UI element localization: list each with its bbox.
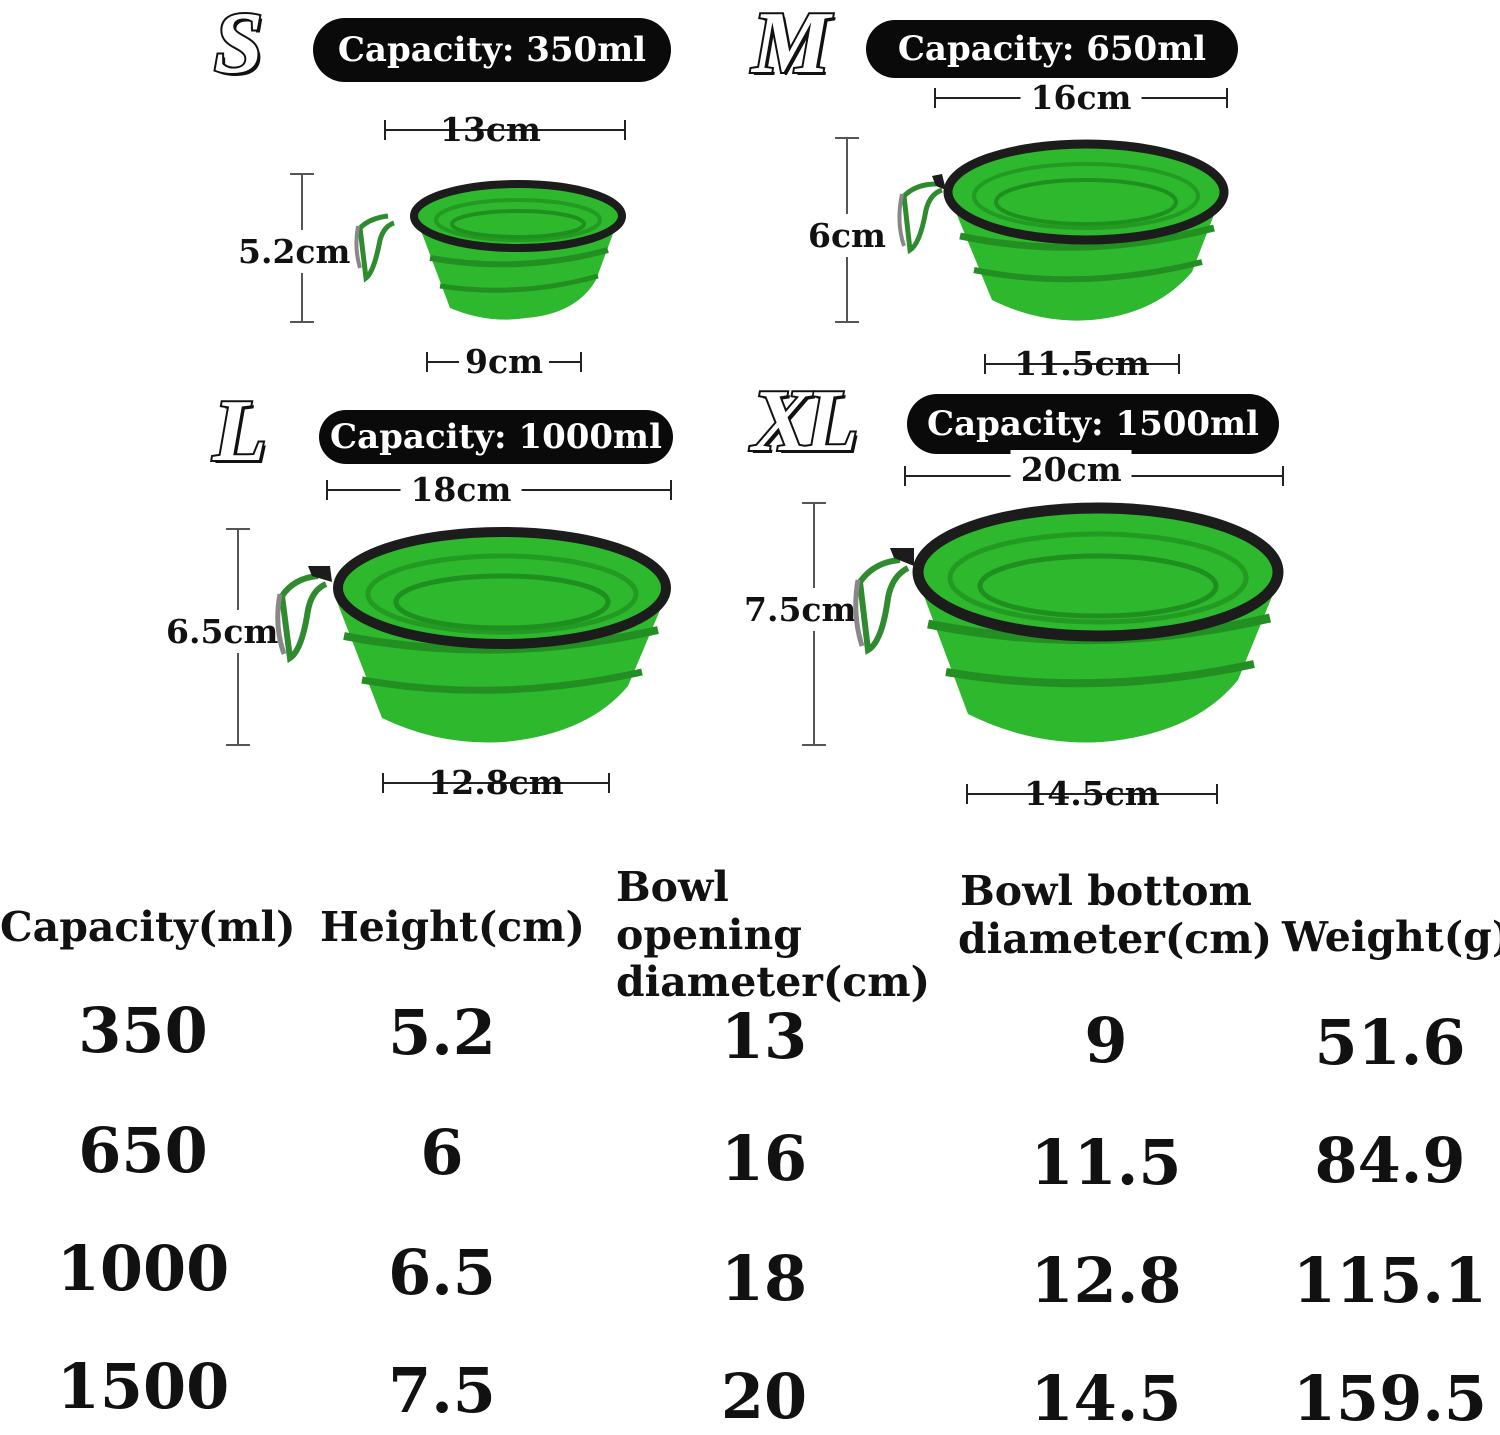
- bottom-label-s: 9cm: [459, 342, 549, 381]
- cell-height: 6: [420, 1116, 464, 1189]
- bowl-image-xl: [853, 502, 1284, 743]
- cell-opening: 13: [720, 1000, 808, 1073]
- height-label-l: 6.5cm: [166, 610, 279, 653]
- size-letter-xl: XL: [750, 373, 860, 470]
- bottom-label-xl: 14.5cm: [1024, 774, 1160, 813]
- bottom-dimension-l: 12.8cm: [382, 763, 610, 802]
- bottom-dimension-xl: 14.5cm: [966, 774, 1218, 813]
- opening-dimension-xl: 20cm: [904, 450, 1284, 489]
- cell-bottom: 12.8: [1030, 1244, 1182, 1317]
- capacity-badge-s: Capacity: 350ml: [313, 18, 671, 82]
- opening-dimension-m: 16cm: [934, 78, 1228, 117]
- bottom-dimension-m: 11.5cm: [984, 344, 1180, 383]
- capacity-badge-m: Capacity: 650ml: [866, 20, 1238, 78]
- bowl-image-s: [354, 180, 626, 320]
- height-label-xl: 7.5cm: [744, 588, 857, 631]
- bottom-label-l: 12.8cm: [428, 763, 564, 802]
- cell-height: 5.2: [388, 996, 496, 1069]
- header-height: Height(cm): [320, 903, 585, 951]
- cell-bottom: 14.5: [1030, 1362, 1182, 1435]
- header-bottom-diameter: Bowl bottom diameter(cm): [958, 867, 1273, 963]
- opening-dimension-l: 18cm: [326, 470, 672, 509]
- cell-opening: 20: [720, 1360, 808, 1433]
- size-letter-s: S: [212, 0, 265, 92]
- opening-dimension-s: 13cm: [384, 110, 626, 149]
- bowl-image-l: [275, 527, 671, 743]
- opening-label-xl: 20cm: [1010, 450, 1132, 489]
- cell-weight: 159.5: [1292, 1362, 1488, 1435]
- cell-capacity: 350: [78, 994, 208, 1067]
- cell-opening: 16: [720, 1122, 808, 1195]
- size-letter-m: M: [750, 0, 832, 92]
- bowl-image-m: [897, 139, 1229, 321]
- cell-weight: 84.9: [1314, 1124, 1466, 1197]
- cell-capacity: 650: [78, 1114, 208, 1187]
- cell-capacity: 1500: [56, 1350, 230, 1423]
- opening-label-m: 16cm: [1020, 78, 1142, 117]
- capacity-badge-xl: Capacity: 1500ml: [907, 394, 1279, 454]
- cell-bottom: 9: [1084, 1004, 1128, 1077]
- cell-height: 6.5: [388, 1236, 496, 1309]
- height-label-m: 6cm: [808, 214, 886, 257]
- cell-bottom: 11.5: [1030, 1126, 1182, 1199]
- cell-capacity: 1000: [56, 1232, 230, 1305]
- bottom-dimension-s: 9cm: [426, 342, 582, 381]
- size-letter-l: L: [211, 383, 269, 480]
- cell-height: 7.5: [388, 1354, 496, 1427]
- cell-weight: 115.1: [1292, 1244, 1488, 1317]
- opening-label-s: 13cm: [440, 110, 541, 149]
- capacity-badge-l: Capacity: 1000ml: [319, 410, 673, 464]
- cell-weight: 51.6: [1314, 1006, 1466, 1079]
- cell-opening: 18: [720, 1242, 808, 1315]
- header-capacity: Capacity(ml): [0, 903, 296, 951]
- header-opening-diameter: Bowl opening diameter(cm): [616, 863, 931, 1007]
- header-weight: Weight(g): [1282, 913, 1500, 961]
- opening-label-l: 18cm: [400, 470, 522, 509]
- height-label-s: 5.2cm: [238, 230, 351, 273]
- bottom-label-m: 11.5cm: [1014, 344, 1150, 383]
